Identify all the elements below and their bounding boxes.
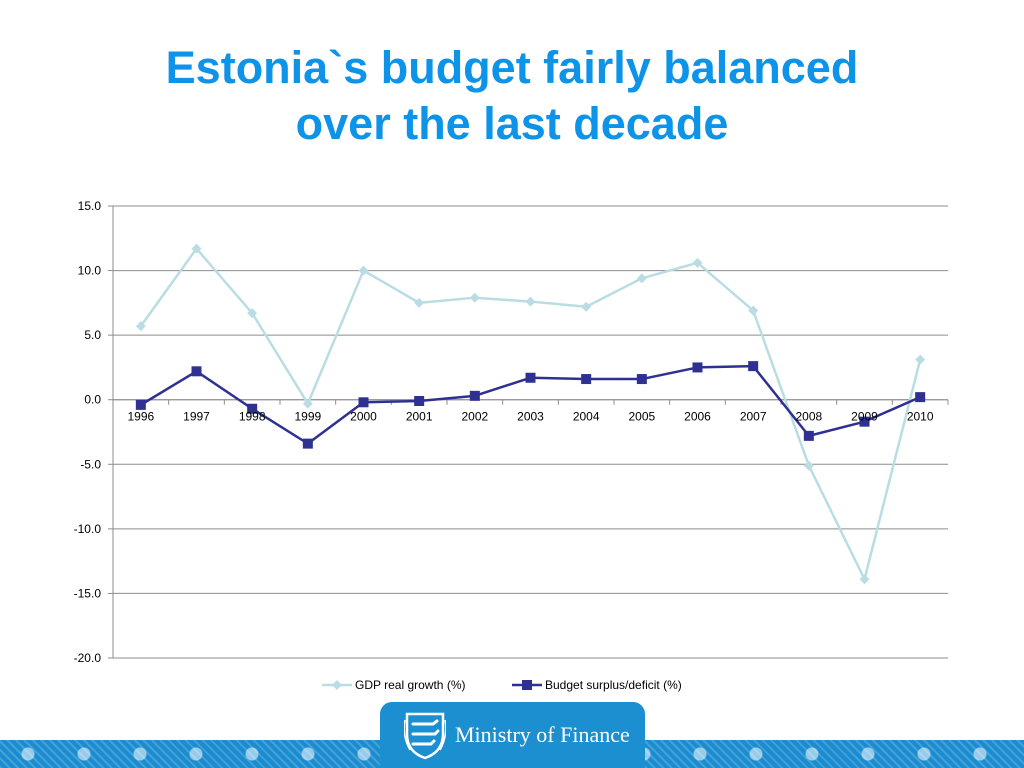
- budget-balance-point: [469, 390, 480, 401]
- gdp-growth-point: [803, 460, 814, 471]
- x-tick-label: 2010: [907, 410, 934, 424]
- budget-balance-point: [915, 392, 926, 403]
- gdp-growth-point: [525, 296, 536, 307]
- x-tick-label: 1999: [294, 410, 321, 424]
- budget-balance-point: [302, 438, 313, 449]
- legend-label: GDP real growth (%): [355, 678, 465, 692]
- x-tick-label: 2000: [350, 410, 377, 424]
- x-tick-label: 1998: [239, 410, 266, 424]
- x-tick-label: 2004: [573, 410, 600, 424]
- x-tick-label: 2008: [795, 410, 822, 424]
- legend-marker: [522, 680, 532, 690]
- budget-balance-point: [414, 396, 425, 407]
- budget-balance-point: [525, 372, 536, 383]
- y-tick-label: -10.0: [74, 522, 102, 536]
- x-tick-label: 2001: [406, 410, 433, 424]
- x-tick-label: 1997: [183, 410, 210, 424]
- gdp-growth-point: [358, 265, 369, 276]
- budget-balance-point: [859, 416, 870, 427]
- gdp-growth-point: [581, 301, 592, 312]
- estonian-coat-of-arms-icon: [404, 712, 446, 760]
- title-line-2: over the last decade: [295, 98, 729, 149]
- chart-series: [135, 243, 926, 585]
- gdp-growth-point: [247, 308, 258, 319]
- gdp-growth-point: [748, 305, 759, 316]
- y-tick-label: 5.0: [84, 328, 101, 342]
- legend-label: Budget surplus/deficit (%): [545, 678, 682, 692]
- x-axis-ticks: 1996 1997 1998 1999 2000 2001 2002 2003 2004 2005…: [127, 410, 933, 424]
- gdp-growth-point: [692, 257, 703, 268]
- y-tick-label: -5.0: [80, 457, 101, 471]
- chart-axes: [108, 205, 949, 659]
- line-chart: 15.010.05.00.0-5.0-10.0-15.0-20.0 1996 19…: [74, 199, 949, 692]
- ministry-name: Ministry of Finance: [455, 722, 630, 747]
- x-tick-label: 2002: [461, 410, 488, 424]
- x-tick-label: 2009: [851, 410, 878, 424]
- budget-balance-point: [748, 361, 759, 372]
- gdp-growth-point: [191, 243, 202, 254]
- chart-legend: GDP real growth (%) Budget surplus/defici…: [322, 678, 682, 692]
- budget-balance-point: [358, 397, 369, 408]
- legend-marker: [332, 680, 342, 690]
- y-tick-label: 15.0: [78, 199, 102, 213]
- x-tick-label: 1996: [127, 410, 154, 424]
- gdp-growth-point: [859, 574, 870, 585]
- gdp-growth-point: [135, 321, 146, 332]
- x-tick-label: 2006: [684, 410, 711, 424]
- budget-balance-point: [247, 403, 258, 414]
- budget-balance-point: [692, 362, 703, 373]
- x-tick-label: 2005: [628, 410, 655, 424]
- x-tick-label: 2007: [740, 410, 767, 424]
- y-tick-label: 10.0: [78, 264, 102, 278]
- budget-balance-point: [803, 430, 814, 441]
- y-tick-label: -15.0: [74, 586, 102, 600]
- ministry-logo: Ministry of Finance: [380, 702, 645, 768]
- budget-balance-point: [135, 399, 146, 410]
- y-tick-label: -20.0: [74, 651, 102, 665]
- gdp-growth-point: [636, 273, 647, 284]
- budget-balance-point: [581, 374, 592, 385]
- y-axis-ticks: 15.0 10.0 5.0 0.0 -5.0 -10.0 -15.0 -20.0: [74, 199, 102, 665]
- y-tick-label: 0.0: [84, 393, 101, 407]
- gdp-growth-point: [915, 354, 926, 365]
- x-tick-label: 2003: [517, 410, 544, 424]
- gdp-growth-point: [414, 297, 425, 308]
- title-line-1: Estonia`s budget fairly balanced: [165, 42, 859, 93]
- gdp-growth-point: [302, 398, 313, 409]
- budget-balance-point: [636, 374, 647, 385]
- gdp-growth-point: [469, 292, 480, 303]
- budget-balance-point: [191, 366, 202, 377]
- page-title: Estonia`s budget fairly balanced over th…: [0, 40, 1024, 152]
